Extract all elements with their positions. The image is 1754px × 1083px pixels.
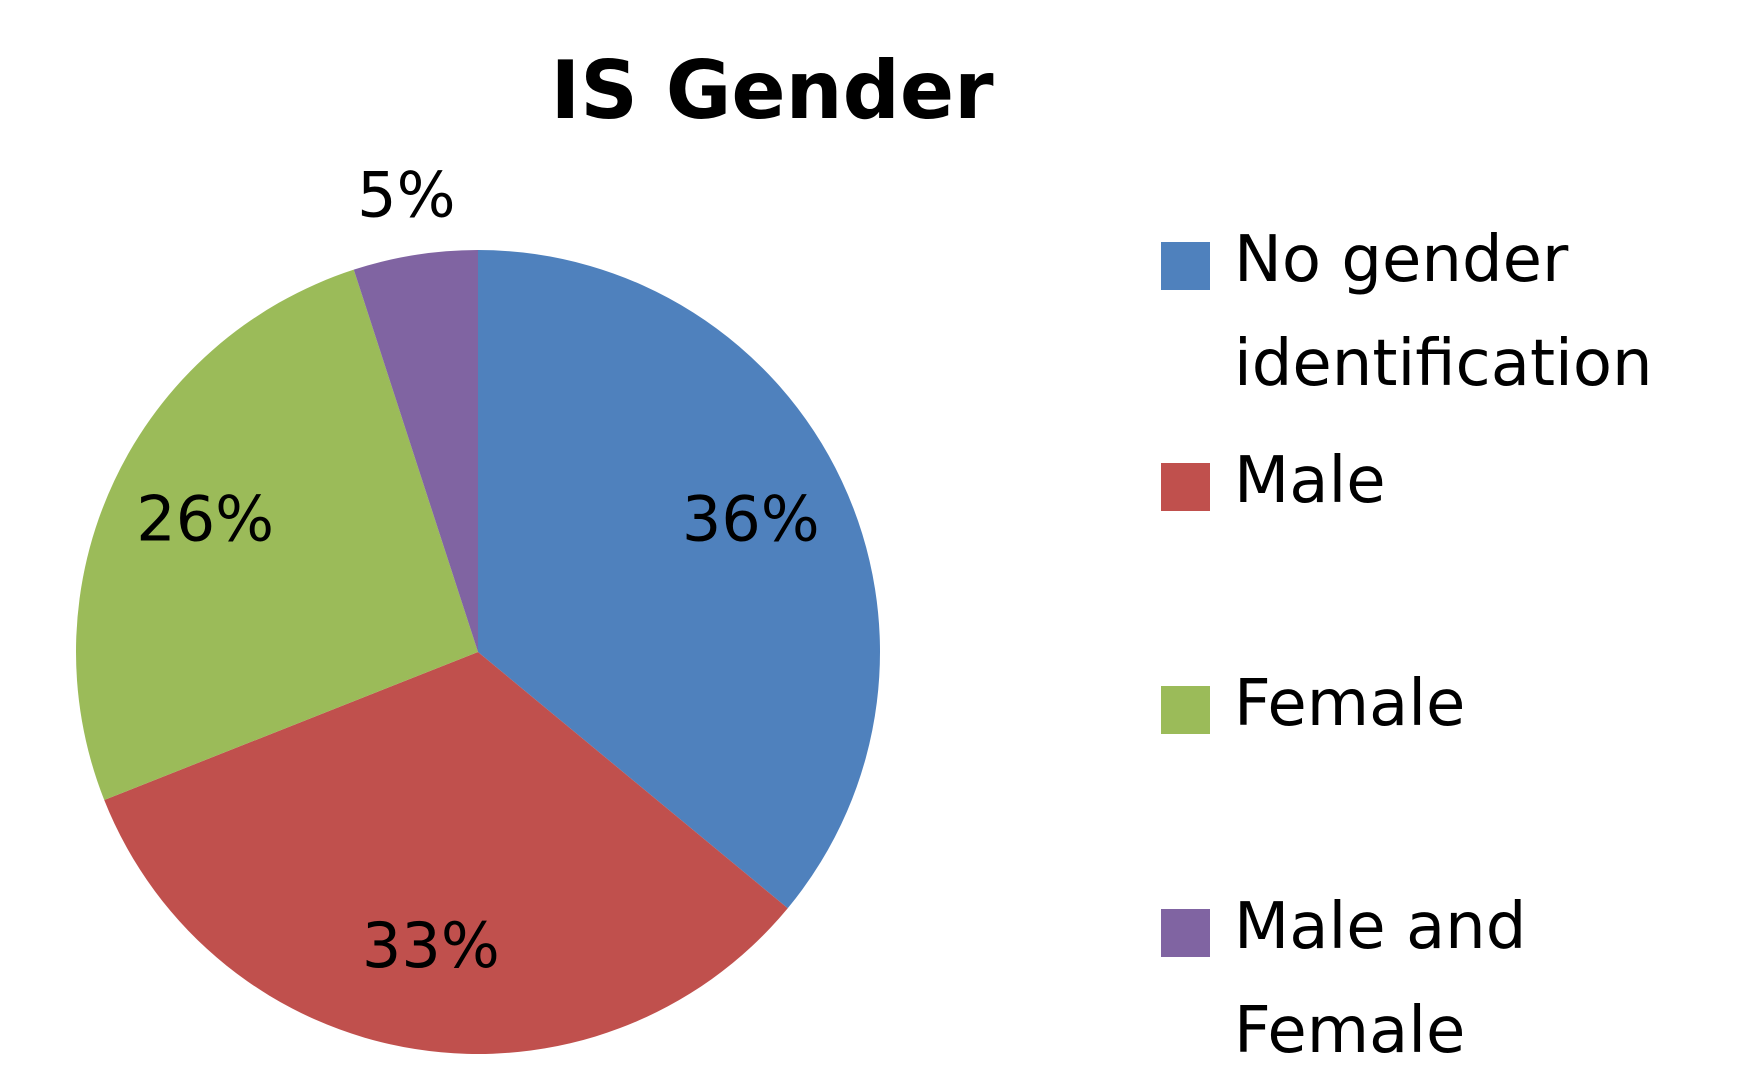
legend-label: No gender identification bbox=[1234, 223, 1653, 401]
pie-slice bbox=[76, 269, 479, 800]
chart-title: IS Gender bbox=[550, 44, 994, 137]
legend-item: Female bbox=[1161, 667, 1721, 756]
pie-slice bbox=[353, 250, 478, 652]
legend-label: Male bbox=[1234, 444, 1386, 518]
legend-swatch bbox=[1161, 242, 1210, 290]
pie-slice bbox=[104, 652, 788, 1055]
legend-item: Male and Female bbox=[1161, 890, 1721, 1083]
data-label: 5% bbox=[357, 158, 455, 231]
legend-item: Male bbox=[1161, 444, 1721, 533]
legend-item: No gender identification bbox=[1161, 223, 1721, 416]
legend-swatch bbox=[1161, 463, 1210, 511]
data-label: 33% bbox=[362, 909, 500, 982]
legend-label: Male and Female bbox=[1234, 890, 1527, 1068]
data-label: 26% bbox=[136, 483, 274, 556]
pie-slice bbox=[478, 250, 880, 909]
data-label: 36% bbox=[682, 483, 820, 556]
legend-swatch bbox=[1161, 909, 1210, 957]
legend-label: Female bbox=[1234, 667, 1466, 741]
legend-swatch bbox=[1161, 686, 1210, 734]
